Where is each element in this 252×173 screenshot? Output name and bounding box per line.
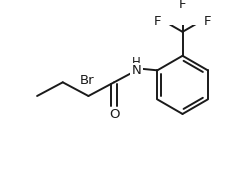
Text: O: O (108, 108, 119, 121)
Text: F: F (153, 15, 161, 28)
Text: H: H (132, 56, 140, 69)
Text: F: F (203, 15, 210, 28)
Text: Br: Br (79, 74, 94, 87)
Text: N: N (131, 64, 141, 77)
Text: F: F (178, 0, 185, 11)
